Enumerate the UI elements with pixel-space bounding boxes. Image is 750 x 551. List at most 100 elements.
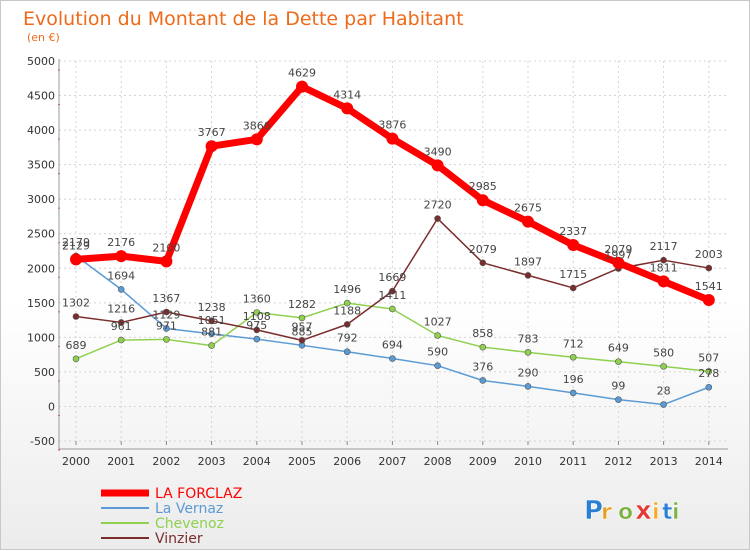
data-label: 1897 xyxy=(514,255,542,268)
y-tick-label: 0 xyxy=(48,400,55,413)
x-tick-label: 2004 xyxy=(243,455,271,468)
y-tick-label: 3000 xyxy=(27,193,55,206)
data-point xyxy=(208,342,215,349)
data-label: 3490 xyxy=(424,145,452,158)
y-tick-label: 1500 xyxy=(27,297,55,310)
data-label: 694 xyxy=(382,339,403,352)
logo-letter: x xyxy=(635,496,652,526)
x-tick-label: 2011 xyxy=(559,455,587,468)
data-label: 2985 xyxy=(469,180,497,193)
data-point xyxy=(205,140,218,153)
data-point xyxy=(524,272,532,279)
data-label: 1302 xyxy=(62,296,90,309)
data-point xyxy=(298,337,306,344)
data-label: 1715 xyxy=(559,268,587,281)
data-point xyxy=(479,343,487,351)
chart-title: Evolution du Montant de la Dette par Hab… xyxy=(23,8,464,30)
data-label: 649 xyxy=(608,342,629,355)
data-label: 957 xyxy=(292,320,313,333)
data-point xyxy=(253,335,261,343)
data-label: 3767 xyxy=(198,126,226,139)
data-label: 278 xyxy=(698,367,719,380)
y-tick-label: 4500 xyxy=(27,90,55,103)
data-point xyxy=(163,308,170,316)
grid-layer xyxy=(59,60,728,442)
x-tick-label: 2002 xyxy=(152,455,180,468)
data-point xyxy=(479,259,487,267)
y-tick-label: -500 xyxy=(30,435,55,448)
data-point xyxy=(296,80,308,93)
legend-label: La Vernaz xyxy=(155,501,223,517)
data-label: 1367 xyxy=(152,292,180,305)
data-label: 1997 xyxy=(604,248,632,261)
data-label: 4314 xyxy=(333,88,361,101)
series-layer xyxy=(70,80,715,408)
data-label: 689 xyxy=(66,339,87,352)
data-point xyxy=(160,255,173,268)
data-point xyxy=(522,215,534,228)
data-label: 28 xyxy=(657,385,671,398)
data-label: 783 xyxy=(518,332,539,345)
data-point xyxy=(660,401,667,408)
data-point xyxy=(434,362,441,369)
data-label: 961 xyxy=(111,320,132,333)
x-tick-label: 2007 xyxy=(378,455,406,468)
y-tick-label: 500 xyxy=(34,366,55,379)
data-label: 1129 xyxy=(152,308,180,321)
logo-letter: t xyxy=(662,500,673,525)
data-label: 1051 xyxy=(198,314,226,327)
data-point xyxy=(705,368,713,375)
legend-label: LA FORCLAZ xyxy=(155,486,242,502)
logo-letter: i xyxy=(652,500,660,525)
logo-letter: o xyxy=(618,500,633,525)
data-label: 792 xyxy=(337,332,358,345)
data-label: 712 xyxy=(563,337,584,350)
y-tick-label: 2500 xyxy=(27,228,55,241)
data-point xyxy=(476,194,489,207)
data-point xyxy=(434,215,441,222)
data-point xyxy=(524,383,532,390)
data-label: 1411 xyxy=(378,289,406,302)
data-point xyxy=(253,326,261,334)
data-point xyxy=(298,314,306,322)
data-label: 376 xyxy=(472,360,493,373)
data-label: 2176 xyxy=(107,236,135,249)
data-point xyxy=(72,313,80,320)
data-point xyxy=(341,102,354,115)
data-point xyxy=(657,275,670,288)
x-tick-label: 2000 xyxy=(62,455,90,468)
data-point xyxy=(660,363,667,370)
data-label: 2337 xyxy=(559,225,587,238)
logo-letter: r xyxy=(601,500,612,525)
data-label: 1360 xyxy=(243,292,271,305)
y-tick-label: 4000 xyxy=(27,124,55,137)
data-point xyxy=(615,358,622,365)
data-label: 1669 xyxy=(378,271,406,284)
data-label: 2129 xyxy=(62,239,90,252)
x-tick-label: 2013 xyxy=(650,455,678,468)
data-point xyxy=(569,284,577,292)
data-label: 881 xyxy=(201,326,222,339)
data-point xyxy=(434,332,441,339)
data-label: 2003 xyxy=(695,248,723,261)
data-point xyxy=(567,238,580,251)
data-point xyxy=(479,377,487,384)
proxiti-logo: Pr o x i t i xyxy=(584,496,680,527)
data-label: 1238 xyxy=(198,301,226,314)
data-point xyxy=(343,348,351,356)
data-point xyxy=(431,159,444,172)
data-label: 2100 xyxy=(152,241,180,254)
y-tick-label: 3500 xyxy=(27,159,55,172)
axis-layer: -500 0 500 1000 1500 2000 2500 3000 3500 4000 4500… xyxy=(27,55,728,468)
legend-label: Chevenoz xyxy=(155,516,224,532)
data-point xyxy=(70,253,82,266)
data-label: 4629 xyxy=(288,67,316,80)
data-point xyxy=(208,330,215,338)
data-point xyxy=(72,355,80,363)
data-label: 580 xyxy=(653,346,674,359)
legend-label: Vinzier xyxy=(155,531,203,547)
data-label: 1541 xyxy=(695,280,723,293)
data-label: 290 xyxy=(518,366,539,379)
